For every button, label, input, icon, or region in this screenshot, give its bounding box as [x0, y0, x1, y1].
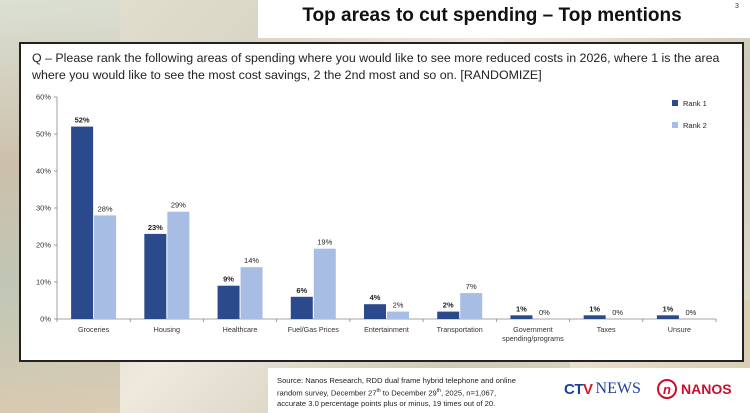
- bar-rank1: [364, 304, 386, 319]
- bar-rank1: [437, 311, 460, 319]
- category-label: Unsure: [668, 325, 691, 334]
- bar-rank2: [240, 267, 263, 319]
- legend-label: Rank 1: [683, 99, 707, 108]
- data-label: 14%: [244, 256, 259, 265]
- legend-swatch-rank1: [672, 100, 678, 106]
- data-label: 0%: [612, 308, 623, 317]
- data-label: 19%: [317, 238, 332, 247]
- y-tick-label: 40%: [36, 167, 51, 176]
- data-label: 0%: [539, 308, 550, 317]
- page-number: 3: [735, 3, 739, 10]
- data-label: 7%: [466, 282, 477, 291]
- data-label: 2%: [443, 301, 454, 310]
- source-line-3: accurate 3.0 percentage points plus or m…: [277, 398, 496, 408]
- data-label: 9%: [223, 275, 234, 284]
- y-tick-label: 50%: [36, 130, 51, 139]
- bar-rank1: [656, 315, 679, 319]
- survey-question: Q – Please rank the following areas of s…: [32, 51, 720, 82]
- bar-rank2: [167, 211, 190, 319]
- nanos-word: NANOS: [681, 381, 732, 397]
- bar-rank1: [510, 315, 533, 319]
- title-panel: [258, 0, 750, 38]
- legend-label: Rank 2: [683, 121, 707, 130]
- data-label: 6%: [296, 286, 307, 295]
- data-label: 23%: [148, 223, 163, 232]
- category-label: Healthcare: [223, 325, 258, 334]
- source-line-2: random survey, December 27th to December…: [277, 388, 497, 398]
- data-label: 28%: [98, 204, 113, 213]
- bar-rank1: [583, 315, 606, 319]
- bar-rank1: [290, 296, 313, 319]
- bar-rank2: [460, 293, 483, 319]
- y-tick-label: 20%: [36, 241, 51, 250]
- data-label: 1%: [589, 304, 600, 313]
- y-tick-label: 60%: [36, 93, 51, 102]
- ctv-mark: CTV: [564, 380, 593, 398]
- nanos-logo: n NANOS: [657, 376, 732, 402]
- category-label: Government: [513, 325, 553, 334]
- bar-rank2: [313, 248, 336, 319]
- data-label: 1%: [516, 304, 527, 313]
- bar-rank2: [387, 311, 409, 319]
- category-label: spending/programs: [502, 334, 564, 343]
- bar-rank1: [217, 285, 240, 319]
- category-label: Entertainment: [364, 325, 409, 334]
- data-label: 29%: [171, 201, 186, 210]
- legend-swatch-rank2: [672, 122, 678, 128]
- category-label: Fuel/Gas Prices: [288, 325, 340, 334]
- category-label: Housing: [154, 325, 180, 334]
- source-line-1: Source: Nanos Research, RDD dual frame h…: [277, 376, 516, 385]
- y-tick-label: 0%: [40, 315, 51, 324]
- data-label: 4%: [370, 293, 381, 302]
- data-label: 2%: [393, 301, 404, 310]
- ctv-news-logo: CTV NEWS: [564, 378, 641, 400]
- bar-rank1: [71, 126, 94, 319]
- bar-rank1: [144, 233, 167, 319]
- page-title: Top areas to cut spending – Top mentions: [302, 5, 682, 26]
- y-tick-label: 10%: [36, 278, 51, 287]
- y-tick-label: 30%: [36, 204, 51, 213]
- category-label: Taxes: [597, 325, 616, 334]
- nanos-mark-icon: n: [657, 379, 677, 399]
- ctv-news-word: NEWS: [595, 380, 641, 397]
- data-label: 52%: [75, 116, 90, 125]
- bar-rank2: [94, 215, 117, 319]
- data-label: 0%: [685, 308, 696, 317]
- category-label: Groceries: [78, 325, 110, 334]
- data-label: 1%: [662, 304, 673, 313]
- category-label: Transportation: [437, 325, 483, 334]
- source-note: Source: Nanos Research, RDD dual frame h…: [277, 376, 562, 409]
